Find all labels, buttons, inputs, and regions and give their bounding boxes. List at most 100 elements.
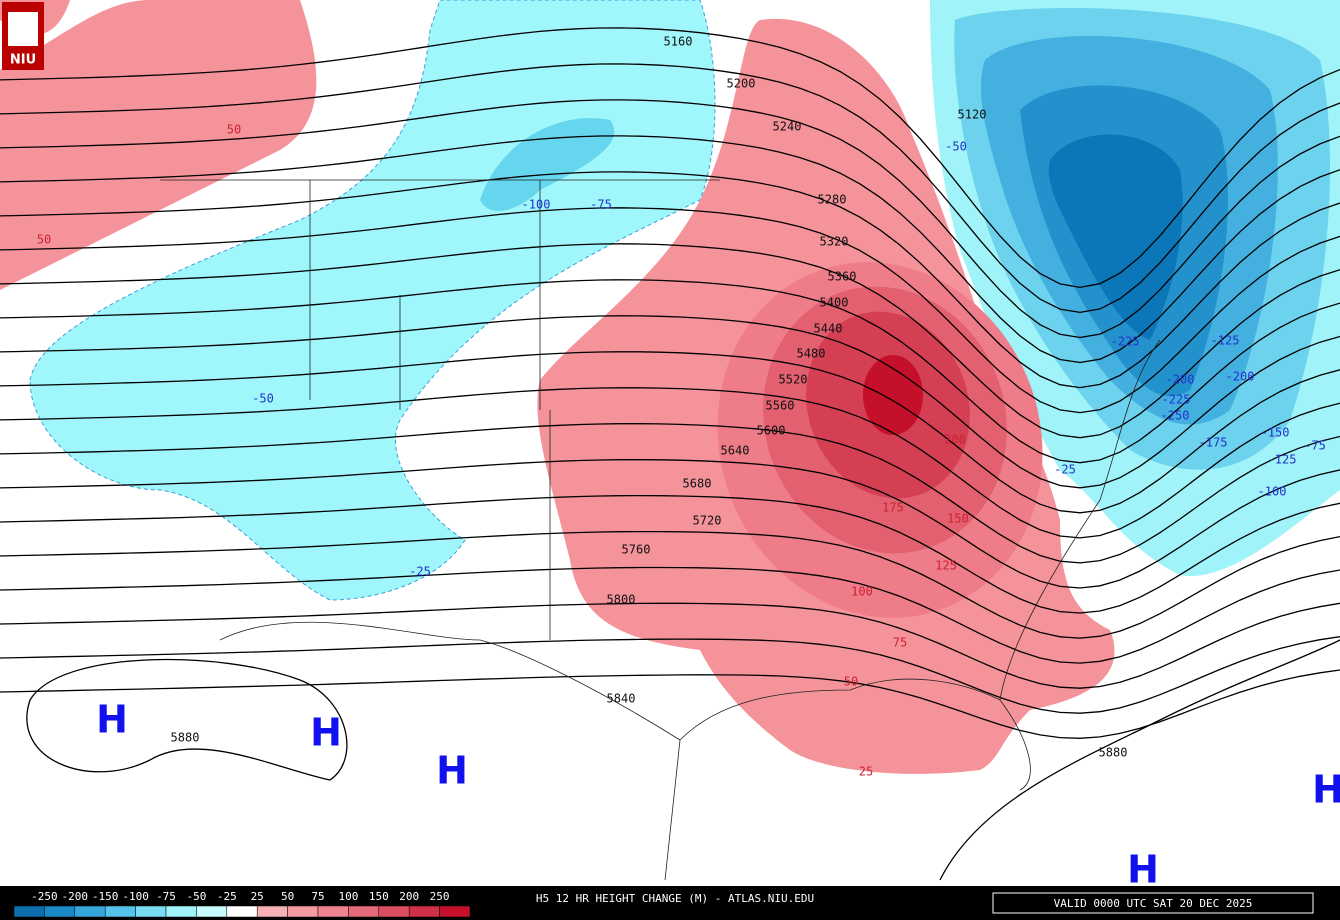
height-contour <box>0 27 1340 289</box>
height-contour <box>0 207 1340 414</box>
height-contour <box>0 135 1340 364</box>
height-label: 5320 <box>820 235 849 249</box>
change-label: -25 <box>1054 463 1076 477</box>
legend-swatch <box>196 905 228 918</box>
height-contour <box>26 658 348 781</box>
change-label: -200 <box>1226 370 1255 384</box>
change-label: -75 <box>590 198 612 212</box>
valid-box <box>992 892 1314 914</box>
change-label: 25 <box>859 765 873 779</box>
height-label: 5600 <box>757 424 786 438</box>
height-label: 5200 <box>727 77 756 91</box>
height-label: 5720 <box>693 514 722 528</box>
logo-text: NIU <box>10 53 36 68</box>
height-label: 5520 <box>779 373 808 387</box>
height-label: 5480 <box>797 347 826 361</box>
height-label: 5120 <box>958 108 987 122</box>
state-border <box>160 179 720 640</box>
height-label: 5360 <box>828 270 857 284</box>
height-rise-area <box>863 355 923 435</box>
legend-swatch <box>317 905 349 918</box>
coast <box>219 621 681 881</box>
change-label: -25 <box>409 565 431 579</box>
legend-swatch <box>408 905 440 918</box>
height-label: 5880 <box>1099 746 1128 760</box>
height-contour <box>0 566 1340 664</box>
legend-swatch <box>378 905 410 918</box>
legend-label: 50 <box>281 890 294 903</box>
change-label: -150 <box>1261 426 1290 440</box>
change-label: 125 <box>935 559 957 573</box>
height-contour <box>0 387 1340 539</box>
height-label: 5160 <box>664 35 693 49</box>
change-label: 150 <box>947 512 969 526</box>
height-contours <box>0 27 1340 881</box>
legend-swatch <box>44 905 76 918</box>
change-label: -125 <box>1211 334 1240 348</box>
height-label: 5880 <box>171 731 200 745</box>
legend-label: -200 <box>62 890 89 903</box>
height-fall-area <box>1048 134 1183 340</box>
high-marker: H <box>436 749 468 793</box>
height-contour <box>0 602 1340 689</box>
legend-swatch <box>104 905 136 918</box>
height-label: 5680 <box>683 477 712 491</box>
height-contour <box>0 530 1340 639</box>
legend-label: -50 <box>186 890 206 903</box>
valid-time: VALID 0000 UTC SAT 20 DEC 2025 <box>1054 897 1253 910</box>
change-label: -50 <box>945 140 967 154</box>
legend-swatch <box>226 905 258 918</box>
height-label: 5280 <box>818 193 847 207</box>
change-label: -200 <box>1166 373 1195 387</box>
change-label: 50 <box>37 233 51 247</box>
legend-label: -250 <box>31 890 58 903</box>
legend-label: 250 <box>430 890 450 903</box>
high-marker: H <box>1312 768 1340 812</box>
change-label: 175 <box>882 501 904 515</box>
height-label: 5440 <box>814 322 843 336</box>
legend-label: -25 <box>217 890 237 903</box>
change-label: -100 <box>1258 485 1287 499</box>
height-label: 5760 <box>622 543 651 557</box>
height-contour <box>0 171 1340 389</box>
legend-label: 200 <box>399 890 419 903</box>
change-label: 50 <box>844 675 858 689</box>
height-contour <box>0 459 1340 589</box>
height-rise-area <box>0 0 317 290</box>
height-contour <box>0 351 1340 514</box>
legend-label: -75 <box>156 890 176 903</box>
legend-swatch <box>287 905 319 918</box>
height-label: 5800 <box>607 593 636 607</box>
height-contour <box>0 636 1340 714</box>
height-contour <box>0 63 1340 314</box>
legend-label: -100 <box>122 890 149 903</box>
legend-label: 100 <box>338 890 358 903</box>
change-label: -125 <box>1268 453 1297 467</box>
high-marker: H <box>310 711 342 755</box>
change-label: -225 <box>1111 335 1140 349</box>
change-label: 50 <box>227 123 241 137</box>
height-contour <box>0 669 1340 739</box>
change-label: 75 <box>893 636 907 650</box>
change-label: -50 <box>252 392 274 406</box>
logo: NIU <box>2 2 44 70</box>
height-contour <box>0 279 1340 464</box>
legend-label: 150 <box>369 890 389 903</box>
height-contour <box>0 315 1340 489</box>
change-label: -100 <box>522 198 551 212</box>
legend-label: 75 <box>311 890 324 903</box>
legend-swatch <box>74 905 106 918</box>
legend-swatch <box>135 905 167 918</box>
height-contour <box>0 423 1340 564</box>
height-contour <box>0 494 1340 614</box>
legend-swatch <box>13 905 45 918</box>
height-contour <box>939 639 1340 881</box>
legend-swatch <box>165 905 197 918</box>
legend-label: 25 <box>251 890 264 903</box>
height-contour <box>0 99 1340 339</box>
change-label: -250 <box>1161 409 1190 423</box>
height-label: 5240 <box>773 120 802 134</box>
change-label: -175 <box>1199 436 1228 450</box>
height-fall-area <box>480 118 615 211</box>
